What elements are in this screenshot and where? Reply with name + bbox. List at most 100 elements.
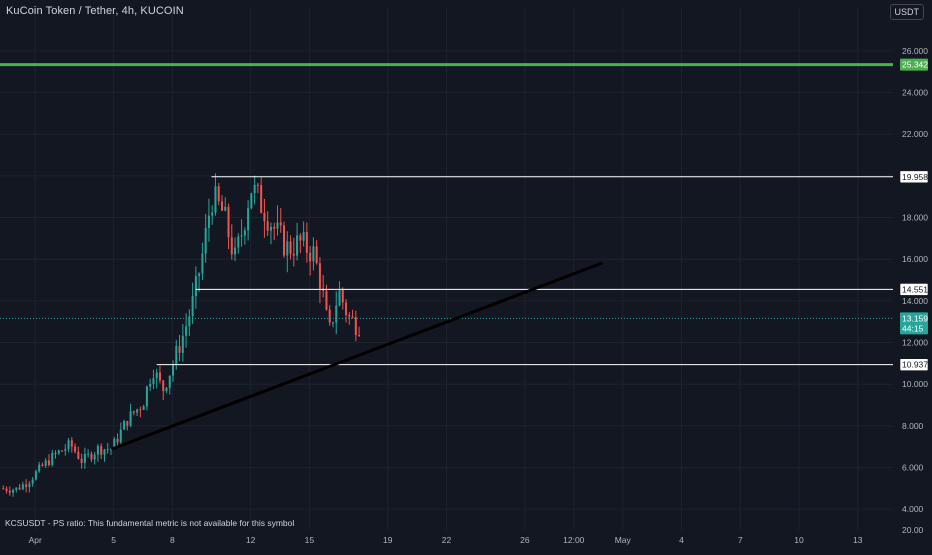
candle-body <box>64 449 67 451</box>
candle-body <box>201 253 204 274</box>
candle-body <box>129 411 132 426</box>
candle-body <box>296 235 299 256</box>
candle-body <box>292 253 295 256</box>
candle-body <box>25 484 28 488</box>
candle-body <box>224 206 227 211</box>
candle-body <box>113 438 116 450</box>
current-price-tag <box>900 312 928 335</box>
price-tick-label: 12.000 <box>902 338 928 348</box>
price-tick-label: 22.000 <box>902 129 928 139</box>
candle-body <box>188 316 191 327</box>
horizontal-levels <box>0 63 893 366</box>
candle-body <box>116 438 119 443</box>
time-tick-label: 7 <box>738 535 743 545</box>
candle-body <box>80 458 83 463</box>
candle-body <box>149 383 152 387</box>
candle-body <box>312 246 315 262</box>
candle-body <box>93 454 96 460</box>
candle-body <box>41 464 44 466</box>
candle-body <box>165 387 168 392</box>
candle-body <box>51 453 54 466</box>
currency-badge[interactable]: USDT <box>889 4 924 20</box>
candle-body <box>77 451 80 459</box>
candle-body <box>211 212 214 216</box>
candle-body <box>237 236 240 248</box>
candlestick-series <box>2 173 361 497</box>
level-price-tag <box>899 358 929 371</box>
candle-body <box>318 263 321 289</box>
candle-body <box>61 450 64 452</box>
price-tick-label: 26.000 <box>902 46 928 56</box>
candle-body <box>207 215 210 228</box>
candle-body <box>331 322 334 324</box>
candle-body <box>260 185 263 213</box>
candle-body <box>109 449 113 451</box>
price-tick-label: 16.000 <box>902 254 928 264</box>
candle-body <box>325 290 328 310</box>
candle-body <box>234 247 237 255</box>
candle-body <box>158 372 161 381</box>
candle-body <box>28 483 31 488</box>
candle-body <box>305 232 308 253</box>
candle-body <box>243 230 246 236</box>
price-tick-label: 6.000 <box>902 463 924 473</box>
candle-body <box>21 484 24 490</box>
candle-body <box>168 375 171 388</box>
candle-body <box>335 305 338 323</box>
time-tick-label: Apr <box>29 535 42 545</box>
candle-body <box>162 380 165 392</box>
candle-body <box>175 346 178 365</box>
candle-body <box>253 184 256 194</box>
candle-body <box>191 296 194 317</box>
candle-body <box>328 309 331 323</box>
candle-body <box>70 440 73 447</box>
candle-body <box>247 208 250 231</box>
time-tick-label: 19 <box>383 535 393 545</box>
time-tick-label: 26 <box>520 535 530 545</box>
candle-body <box>302 232 305 241</box>
candle-body <box>279 222 282 226</box>
candle-body <box>256 184 259 186</box>
candle-body <box>2 488 5 490</box>
candle-body <box>87 453 90 455</box>
candle-body <box>181 335 184 353</box>
candle-body <box>276 222 279 229</box>
price-tick-label: 4.000 <box>902 504 924 514</box>
candle-body <box>100 445 103 455</box>
level-price-tag <box>899 283 929 296</box>
candle-body <box>230 237 233 255</box>
time-tick-label: 8 <box>170 535 175 545</box>
candle-body <box>44 460 47 466</box>
status-line: KCSUSDT - PS ratio: This fundamental met… <box>5 518 295 528</box>
time-tick-label: 4 <box>679 535 684 545</box>
candle-body <box>354 317 357 335</box>
candle-body <box>132 411 135 413</box>
level-price-label: 10.937 <box>902 360 928 370</box>
candle-body <box>103 449 106 455</box>
candle-body <box>185 326 188 336</box>
candle-body <box>5 488 8 492</box>
price-tick-label: 10.000 <box>902 379 928 389</box>
grid-lines <box>0 8 893 530</box>
candle-body <box>338 289 341 306</box>
candle-body <box>106 449 109 451</box>
candle-body <box>34 471 37 480</box>
candle-body <box>289 241 292 254</box>
current-price-label: 13.159 <box>902 313 928 323</box>
candle-body <box>8 491 11 493</box>
time-tick-label: 12 <box>246 535 256 545</box>
candle-body <box>217 186 220 202</box>
candle-body <box>90 453 93 460</box>
time-tick-label: May <box>615 535 632 545</box>
candle-body <box>358 334 361 336</box>
candle-body <box>194 276 197 297</box>
candle-body <box>136 409 139 413</box>
candle-body <box>315 246 318 264</box>
price-tick-label: 8.000 <box>902 421 924 431</box>
candle-body <box>198 273 201 277</box>
candle-body <box>74 446 77 452</box>
candle-body <box>227 206 230 238</box>
candle-body <box>178 346 181 353</box>
